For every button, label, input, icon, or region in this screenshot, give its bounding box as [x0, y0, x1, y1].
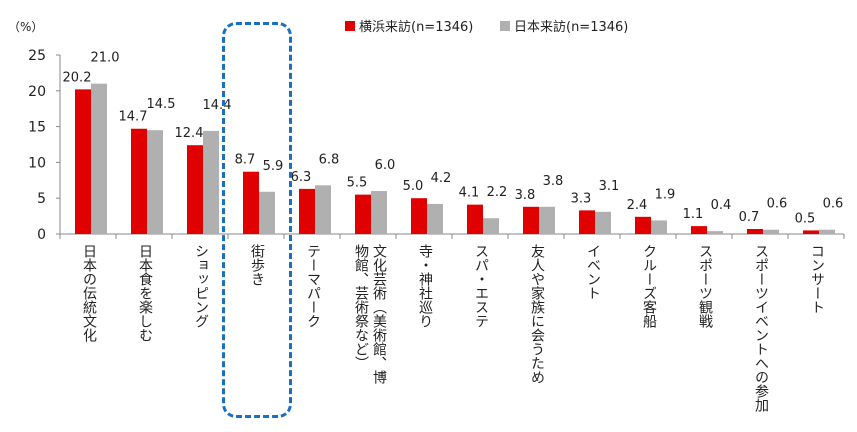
data-label: 2.4 — [627, 198, 648, 213]
bar-japan — [147, 130, 163, 234]
bar-yokohama — [131, 128, 147, 234]
bar-japan — [707, 231, 723, 234]
data-label: 0.7 — [739, 210, 760, 225]
data-label: 20.2 — [63, 70, 92, 85]
bar-yokohama — [747, 228, 763, 234]
data-label: 6.3 — [291, 170, 312, 185]
x-category-label: 日本の伝統文化 — [81, 244, 97, 342]
bar-yokohama — [355, 194, 371, 234]
data-label: 8.7 — [235, 153, 256, 168]
x-category-label: クルーズ客船 — [641, 244, 657, 328]
data-label: 3.8 — [543, 174, 564, 189]
x-category-label: スパ・エステ — [473, 244, 489, 328]
data-label: 4.1 — [459, 186, 480, 201]
data-label: 1.1 — [683, 207, 704, 222]
x-category-label: 街歩き — [249, 244, 265, 286]
x-category-label: ショッピング — [193, 244, 209, 328]
bar-japan — [203, 130, 219, 234]
data-label: 21.0 — [91, 51, 120, 66]
bar-yokohama — [523, 206, 539, 234]
data-label: 0.6 — [823, 197, 844, 212]
x-category-label: テーマパーク — [305, 244, 321, 328]
data-label: 0.6 — [767, 197, 788, 212]
data-label: 4.2 — [431, 171, 452, 186]
y-tick-label: 0 — [37, 227, 46, 243]
bar-yokohama — [187, 145, 203, 234]
data-label: 5.5 — [347, 176, 368, 191]
y-tick-label: 20 — [28, 84, 46, 100]
bar-yokohama — [75, 89, 91, 234]
bar-japan — [539, 206, 555, 234]
bar-yokohama — [579, 210, 595, 234]
x-category-label: スポーツイベントへの参加 — [753, 244, 769, 412]
data-label: 0.4 — [711, 198, 732, 213]
data-label: 0.5 — [795, 211, 816, 226]
data-label: 3.8 — [515, 188, 536, 203]
bar-japan — [763, 229, 779, 234]
data-label: 3.3 — [571, 191, 592, 206]
legend-label: 日本来訪(n=1346) — [514, 20, 629, 35]
bar-yokohama — [411, 198, 427, 234]
y-tick-label: 15 — [28, 120, 46, 136]
data-label: 2.2 — [487, 185, 508, 200]
x-category-label: コンサート — [809, 244, 825, 314]
bar-japan — [91, 83, 107, 234]
y-tick-label: 5 — [37, 191, 46, 207]
data-label: 5.0 — [403, 179, 424, 194]
data-label: 3.1 — [599, 179, 620, 194]
data-label: 6.8 — [319, 152, 340, 167]
bar-japan — [259, 191, 275, 234]
x-category-label: スポーツ観戦 — [697, 244, 713, 328]
bar-yokohama — [467, 204, 483, 234]
bar-japan — [371, 191, 387, 234]
legend-swatch — [500, 20, 510, 31]
legend-item-yokohama: 横浜来訪(n=1346) — [345, 16, 473, 35]
bar-japan — [315, 185, 331, 234]
y-tick-label: 25 — [28, 48, 46, 64]
highlight-box — [222, 22, 292, 418]
data-label: 12.4 — [175, 126, 204, 141]
x-category-label: 日本食を楽しむ — [137, 244, 153, 342]
data-label: 6.0 — [375, 158, 396, 173]
legend-item-japan: 日本来訪(n=1346) — [500, 16, 628, 35]
data-label: 14.5 — [147, 97, 176, 112]
bar-japan — [819, 229, 835, 234]
bar-japan — [595, 211, 611, 234]
legend-swatch — [345, 20, 355, 31]
data-label: 5.9 — [263, 159, 284, 174]
bar-yokohama — [243, 171, 259, 234]
legend-label: 横浜来訪(n=1346) — [359, 20, 474, 35]
bar-japan — [651, 220, 667, 234]
bar-yokohama — [691, 226, 707, 234]
y-tick-label: 10 — [28, 155, 46, 171]
y-unit-label: （%） — [8, 20, 44, 34]
x-category-label: 友人や家族に会うため — [529, 244, 545, 384]
x-category-label: 文化芸術（美術館、博物館、芸術祭など） — [353, 244, 387, 384]
bar-japan — [427, 203, 443, 234]
bar-japan — [483, 218, 499, 234]
data-label: 1.9 — [655, 187, 676, 202]
bar-yokohama — [299, 188, 315, 234]
bar-yokohama — [803, 230, 819, 234]
x-category-label: イベント — [585, 244, 601, 300]
data-label: 14.7 — [119, 110, 148, 125]
x-category-label: 寺・神社巡り — [417, 244, 433, 328]
bar-yokohama — [635, 216, 651, 234]
